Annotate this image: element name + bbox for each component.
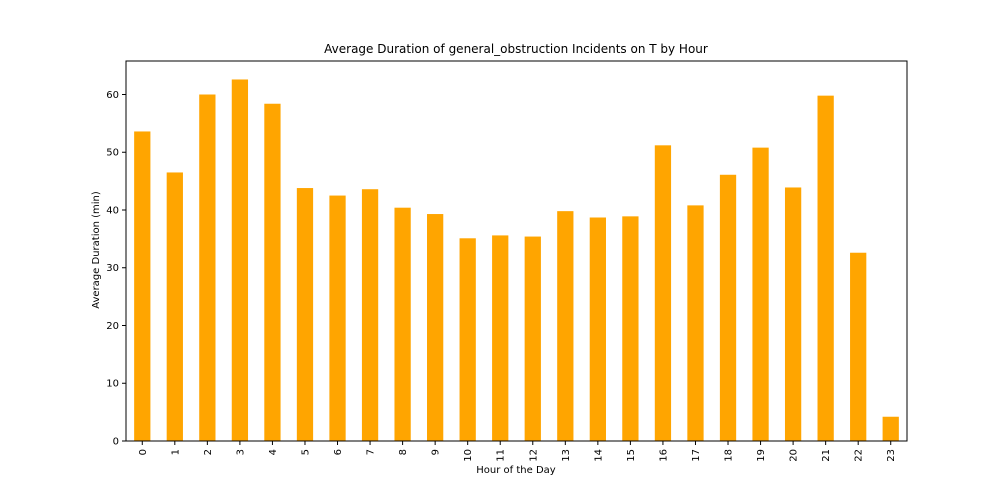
x-axis: 0 1 2 3 4 5 6 7 8 9 10 11 12 13 14 15 16 17 18 19 20 21 22 23 (138, 441, 897, 462)
bar-23 (882, 416, 899, 441)
x-tick-label: 11 (496, 449, 507, 462)
bar-2 (199, 94, 216, 441)
x-tick-label: 20 (789, 449, 800, 462)
bar-8 (394, 207, 411, 441)
x-tick-label: 12 (528, 449, 539, 462)
bar-0 (134, 131, 151, 441)
bar-14 (589, 217, 606, 441)
x-tick-label: 16 (658, 449, 669, 462)
bar-15 (622, 216, 639, 441)
bar-4 (264, 103, 281, 442)
bar-12 (524, 236, 541, 441)
x-tick-label: 0 (138, 449, 149, 455)
y-tick-label: 60 (106, 90, 119, 101)
bar-5 (296, 188, 314, 441)
bar-18 (719, 174, 737, 441)
x-tick-label: 13 (561, 449, 572, 462)
bar-10 (459, 238, 476, 441)
bar-13 (557, 211, 574, 441)
x-tick-label: 6 (333, 449, 344, 455)
chart-title: Average Duration of general_obstruction … (324, 42, 708, 56)
y-axis-label: Average Duration (min) (91, 191, 102, 309)
y-tick-label: 10 (106, 379, 119, 390)
x-tick-label: 23 (886, 449, 897, 462)
x-axis-label: Hour of the Day (476, 465, 556, 476)
bar-9 (427, 214, 444, 441)
x-tick-label: 10 (463, 449, 474, 462)
y-tick-label: 50 (106, 148, 119, 159)
x-tick-label: 3 (235, 449, 246, 455)
bar-17 (687, 205, 704, 441)
bar-3 (231, 79, 249, 441)
x-tick-label: 8 (398, 449, 409, 455)
plot-frame (125, 60, 908, 442)
y-tick-label: 30 (106, 263, 119, 274)
y-axis: 0 10 20 30 40 50 60 (106, 90, 126, 448)
x-tick-label: 5 (300, 449, 311, 455)
bar-11 (492, 235, 509, 441)
x-tick-label: 7 (366, 449, 377, 455)
y-tick-label: 40 (106, 205, 119, 216)
y-tick-label: 20 (106, 321, 119, 332)
bar-22 (850, 252, 867, 441)
x-tick-label: 1 (170, 449, 181, 455)
x-tick-label: 19 (756, 449, 767, 462)
bar-7 (361, 189, 379, 441)
x-tick-label: 21 (821, 449, 832, 462)
x-tick-label: 14 (593, 449, 604, 462)
bar-6 (329, 195, 346, 441)
x-tick-label: 4 (268, 449, 279, 455)
x-tick-label: 18 (724, 449, 735, 462)
y-tick-label: 0 (113, 437, 119, 448)
bar-16 (654, 145, 672, 441)
bar-20 (784, 187, 802, 441)
x-tick-label: 15 (626, 449, 637, 462)
x-tick-label: 2 (203, 449, 214, 455)
bar-21 (817, 95, 834, 442)
x-tick-label: 9 (431, 449, 442, 455)
bar-series (134, 79, 899, 442)
bar-1 (166, 172, 183, 441)
bar-19 (752, 147, 769, 441)
x-tick-label: 22 (854, 449, 865, 462)
x-tick-label: 17 (691, 449, 702, 462)
